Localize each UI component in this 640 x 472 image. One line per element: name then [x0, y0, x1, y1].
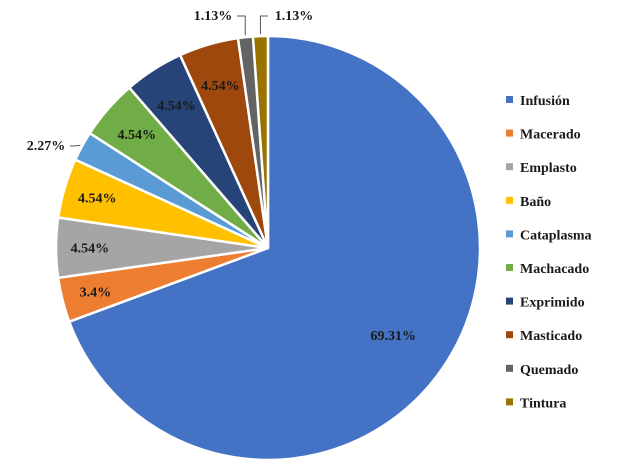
legend-label-macerado: Macerado	[520, 128, 581, 143]
legend-swatch-infusion	[506, 96, 513, 103]
data-label-exprimido: 4.54%	[157, 99, 196, 114]
legend-label-quemado: Quemado	[520, 363, 578, 378]
leader-line-quemado	[237, 15, 246, 36]
data-label-cataplasma: 2.27%	[27, 139, 66, 154]
legend-label-cataplasma: Cataplasma	[520, 228, 592, 243]
legend-swatch-masticado	[506, 331, 513, 339]
legend-label-tintura: Tintura	[520, 396, 566, 411]
data-labels: 69.31%3.4%4.54%4.54%2.27%4.54%4.54%4.54%…	[27, 9, 416, 344]
legend-label-machacado: Machacado	[520, 262, 589, 277]
legend-item-cataplasma: Cataplasma	[506, 228, 592, 243]
legend-swatch-cataplasma	[506, 230, 513, 238]
pie-slice-infusion	[67, 34, 482, 462]
legend-item-quemado: Quemado	[506, 363, 578, 378]
legend: Infusión Macerado Emplasto Baño Cataplasma Ma…	[506, 94, 592, 411]
leader-lines	[70, 15, 268, 147]
data-label-macerado: 3.4%	[80, 286, 112, 301]
legend-item-emplasto: Emplasto	[506, 161, 577, 176]
legend-label-emplasto: Emplasto	[520, 161, 577, 176]
data-label-emplasto: 4.54%	[71, 242, 110, 257]
data-label-bano: 4.54%	[78, 192, 117, 207]
legend-swatch-machacado	[506, 264, 513, 271]
data-label-machacado: 4.54%	[118, 128, 157, 143]
legend-item-masticado: Masticado	[506, 329, 582, 344]
legend-item-bano: Baño	[506, 195, 551, 210]
legend-label-bano: Baño	[520, 195, 551, 210]
legend-label-exprimido: Exprimido	[520, 296, 585, 311]
legend-item-macerado: Macerado	[506, 128, 581, 143]
legend-swatch-bano	[506, 196, 513, 204]
legend-swatch-quemado	[506, 364, 513, 372]
data-label-masticado: 4.54%	[201, 79, 240, 94]
data-label-quemado: 1.13%	[194, 9, 233, 24]
legend-label-infusion: Infusión	[520, 94, 570, 109]
data-label-infusion: 69.31%	[371, 329, 417, 344]
pie-slices	[54, 34, 482, 462]
leader-line-cataplasma	[70, 144, 81, 147]
legend-swatch-macerado	[506, 129, 513, 137]
legend-item-infusion: Infusión	[506, 94, 570, 109]
legend-item-tintura: Tintura	[506, 396, 566, 411]
legend-swatch-tintura	[506, 398, 513, 406]
leader-line-tintura	[259, 15, 268, 35]
legend-swatch-exprimido	[506, 297, 513, 305]
legend-item-machacado: Machacado	[506, 262, 589, 277]
data-label-tintura: 1.13%	[275, 9, 314, 24]
pie-slice-tintura	[251, 34, 270, 249]
legend-item-exprimido: Exprimido	[506, 296, 585, 311]
legend-label-masticado: Masticado	[520, 329, 582, 344]
legend-swatch-emplasto	[506, 163, 513, 171]
